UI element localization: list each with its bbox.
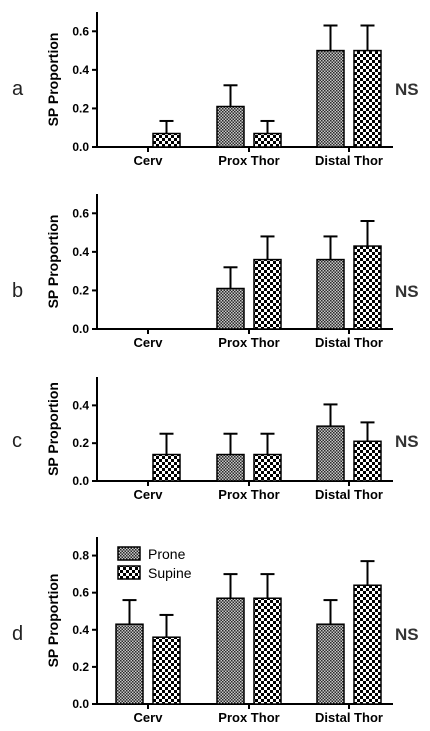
- bar-prone: [216, 453, 245, 482]
- x-tick-label: Distal Thor: [315, 710, 383, 725]
- y-tick-label: 0.4: [72, 623, 89, 637]
- y-tick-label: 0.0: [72, 697, 89, 711]
- legend-label-supine: Supine: [148, 565, 192, 581]
- x-tick-label: Distal Thor: [315, 153, 383, 168]
- significance-label: NS: [395, 282, 419, 301]
- legend: Prone Supine: [117, 546, 192, 581]
- bar-prone: [316, 258, 345, 330]
- y-axis-label: SP Proportion: [45, 215, 61, 309]
- panel-label: d: [12, 623, 23, 645]
- y-tick-label: 0.4: [72, 63, 89, 77]
- bar-prone: [316, 425, 345, 482]
- legend-swatch-prone: [117, 546, 141, 561]
- bar-supine: [152, 636, 181, 705]
- bar-prone: [216, 597, 245, 705]
- y-axis-label: SP Proportion: [45, 382, 61, 476]
- y-tick-label: 0.8: [72, 549, 89, 563]
- y-tick-label: 0.2: [72, 436, 89, 450]
- chart-panel-b: b SP Proportion 0.0 0.2 0.4 0.6 Cerv Prox Thor D…: [12, 194, 419, 350]
- chart-panel-d: d SP Proportion 0.0 0.2 0.4 0.6 0.8 Cerv Prox Th…: [12, 537, 419, 725]
- x-tick-label: Prox Thor: [218, 487, 279, 502]
- x-tick-label: Cerv: [134, 153, 164, 168]
- bar-prone: [316, 49, 345, 148]
- bar-supine: [253, 258, 282, 330]
- x-tick-label: Prox Thor: [218, 710, 279, 725]
- chart-panel-c: c SP Proportion 0.0 0.2 0.4 Cerv Prox Thor Dist…: [12, 377, 419, 502]
- bar-supine: [353, 245, 382, 330]
- bar-supine: [152, 132, 181, 148]
- y-axis-label: SP Proportion: [45, 574, 61, 668]
- y-tick-label: 0.2: [72, 660, 89, 674]
- y-tick-label: 0.6: [72, 206, 89, 220]
- y-tick-label: 0.6: [72, 24, 89, 38]
- y-axis-label: SP Proportion: [45, 33, 61, 127]
- y-tick-label: 0.4: [72, 245, 89, 259]
- y-tick-label: 0.0: [72, 474, 89, 488]
- chart-panel-a: a SP Proportion 0.0 0.2 0.4 0.6 Cerv Prox Thor D…: [12, 12, 419, 168]
- y-tick-label: 0.0: [72, 322, 89, 336]
- bar-prone: [115, 623, 144, 705]
- bar-prone: [216, 105, 245, 148]
- x-tick-label: Prox Thor: [218, 335, 279, 350]
- y-tick-label: 0.0: [72, 140, 89, 154]
- significance-label: NS: [395, 625, 419, 644]
- legend-swatch-supine: [117, 565, 141, 580]
- significance-label: NS: [395, 432, 419, 451]
- bar-prone: [316, 623, 345, 705]
- bar-supine: [253, 132, 282, 148]
- panel-label: c: [12, 430, 22, 452]
- bar-supine: [353, 440, 382, 482]
- bar-supine: [353, 584, 382, 705]
- bar-supine: [253, 453, 282, 482]
- x-tick-label: Distal Thor: [315, 487, 383, 502]
- bar-supine: [152, 453, 181, 482]
- legend-label-prone: Prone: [148, 546, 186, 562]
- y-tick-label: 0.4: [72, 398, 89, 412]
- panel-label: a: [12, 78, 24, 100]
- panel-label: b: [12, 280, 23, 302]
- x-tick-label: Cerv: [134, 335, 164, 350]
- y-tick-label: 0.2: [72, 283, 89, 297]
- y-tick-label: 0.2: [72, 101, 89, 115]
- x-tick-label: Cerv: [134, 487, 164, 502]
- bar-supine: [253, 597, 282, 705]
- x-tick-label: Cerv: [134, 710, 164, 725]
- x-tick-label: Distal Thor: [315, 335, 383, 350]
- y-tick-label: 0.6: [72, 586, 89, 600]
- bar-supine: [353, 49, 382, 148]
- x-tick-label: Prox Thor: [218, 153, 279, 168]
- bar-prone: [216, 287, 245, 330]
- significance-label: NS: [395, 80, 419, 99]
